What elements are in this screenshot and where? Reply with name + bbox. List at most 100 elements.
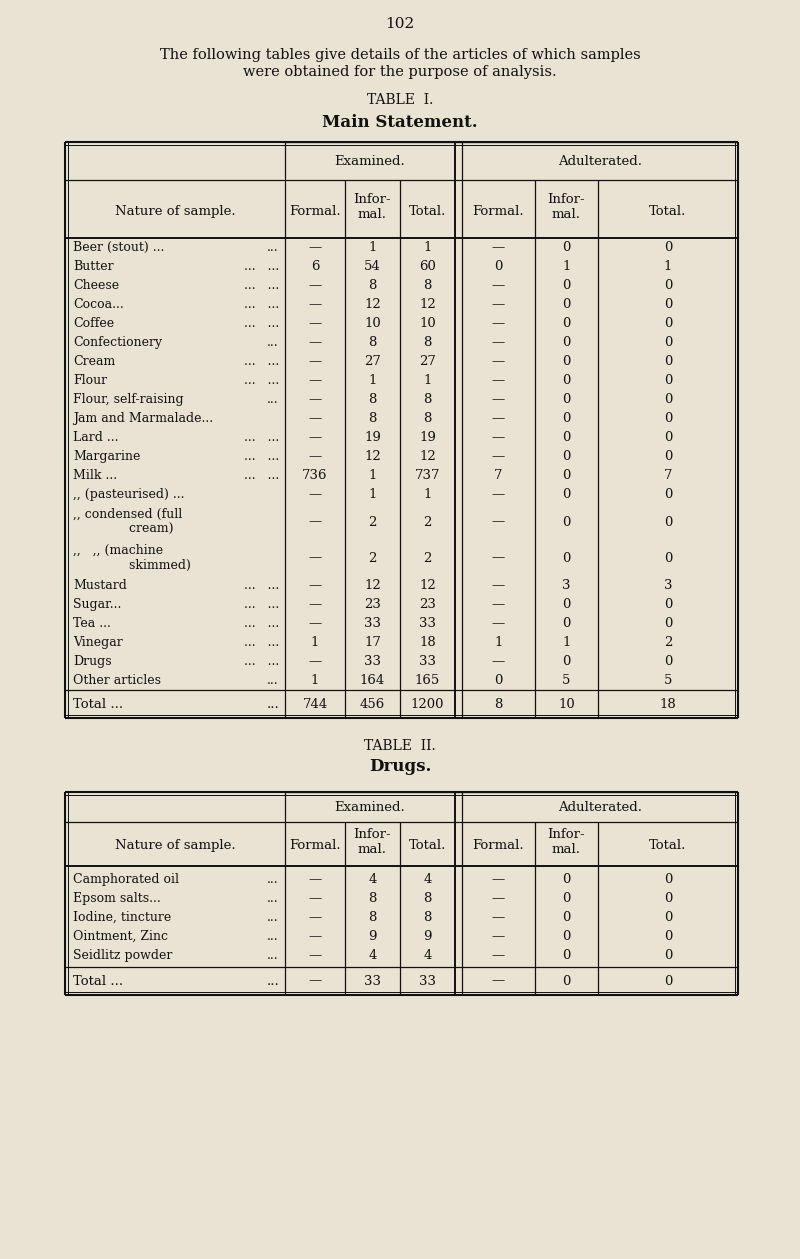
Text: Drugs.: Drugs. <box>369 758 431 774</box>
Text: 1: 1 <box>562 261 570 273</box>
Text: 0: 0 <box>664 872 672 886</box>
Text: ...: ... <box>266 974 279 987</box>
Text: 33: 33 <box>419 617 436 630</box>
Text: 0: 0 <box>664 617 672 630</box>
Text: 33: 33 <box>419 974 436 987</box>
Text: —: — <box>308 298 322 311</box>
Text: 0: 0 <box>664 336 672 349</box>
Text: ...: ... <box>267 336 279 349</box>
Text: Jam and Marmalade...: Jam and Marmalade... <box>73 412 213 426</box>
Text: —: — <box>492 317 505 330</box>
Text: —: — <box>492 872 505 886</box>
Text: 1: 1 <box>562 636 570 648</box>
Text: 0: 0 <box>664 655 672 669</box>
Text: 27: 27 <box>419 355 436 368</box>
Text: 33: 33 <box>419 655 436 669</box>
Text: 12: 12 <box>364 298 381 311</box>
Text: Seidlitz powder: Seidlitz powder <box>73 949 172 962</box>
Text: 736: 736 <box>302 470 328 482</box>
Text: —: — <box>308 374 322 387</box>
Text: 0: 0 <box>664 393 672 405</box>
Text: Infor-
mal.: Infor- mal. <box>354 827 391 856</box>
Text: 0: 0 <box>664 449 672 463</box>
Text: —: — <box>308 598 322 611</box>
Text: Epsom salts...: Epsom salts... <box>73 891 161 905</box>
Text: TABLE  I.: TABLE I. <box>367 93 433 107</box>
Text: 18: 18 <box>660 697 676 710</box>
Text: —: — <box>308 617 322 630</box>
Text: 5: 5 <box>562 674 570 687</box>
Text: Beer (stout) ...: Beer (stout) ... <box>73 240 164 254</box>
Text: 8: 8 <box>423 336 432 349</box>
Text: Milk ...: Milk ... <box>73 470 117 482</box>
Text: —: — <box>492 431 505 444</box>
Text: Vinegar: Vinegar <box>73 636 122 648</box>
Text: 6: 6 <box>310 261 319 273</box>
Text: 0: 0 <box>664 949 672 962</box>
Text: —: — <box>492 449 505 463</box>
Text: Nature of sample.: Nature of sample. <box>114 204 235 218</box>
Text: —: — <box>308 240 322 254</box>
Text: ...   ...: ... ... <box>244 317 279 330</box>
Text: 1: 1 <box>494 636 502 648</box>
Text: 0: 0 <box>562 240 570 254</box>
Text: ,,   ,, (machine
              skimmed): ,, ,, (machine skimmed) <box>73 544 191 572</box>
Text: 54: 54 <box>364 261 381 273</box>
Text: 0: 0 <box>562 449 570 463</box>
Text: 0: 0 <box>664 279 672 292</box>
Text: 0: 0 <box>562 930 570 943</box>
Text: ...   ...: ... ... <box>244 579 279 592</box>
Text: ...: ... <box>267 930 279 943</box>
Text: Flour, self-raising: Flour, self-raising <box>73 393 184 405</box>
Text: —: — <box>492 891 505 905</box>
Text: 12: 12 <box>364 449 381 463</box>
Text: —: — <box>308 872 322 886</box>
Text: ...: ... <box>267 674 279 687</box>
Text: 0: 0 <box>664 412 672 426</box>
Text: Infor-
mal.: Infor- mal. <box>548 193 586 222</box>
Text: 33: 33 <box>364 655 381 669</box>
Text: ...   ...: ... ... <box>244 655 279 669</box>
Text: Infor-
mal.: Infor- mal. <box>354 193 391 222</box>
Text: 0: 0 <box>562 470 570 482</box>
Text: 0: 0 <box>562 412 570 426</box>
Text: ...: ... <box>267 240 279 254</box>
Text: —: — <box>492 279 505 292</box>
Text: —: — <box>492 393 505 405</box>
Text: 33: 33 <box>364 974 381 987</box>
Text: 8: 8 <box>423 393 432 405</box>
Text: 0: 0 <box>562 298 570 311</box>
Text: Examined.: Examined. <box>334 155 406 167</box>
Text: —: — <box>492 515 505 529</box>
Text: —: — <box>492 598 505 611</box>
Text: Examined.: Examined. <box>334 801 406 813</box>
Text: Lard ...: Lard ... <box>73 431 118 444</box>
Text: —: — <box>308 488 322 501</box>
Text: 0: 0 <box>664 891 672 905</box>
Text: 17: 17 <box>364 636 381 648</box>
Text: ...   ...: ... ... <box>244 470 279 482</box>
Text: 1200: 1200 <box>410 697 444 710</box>
Text: —: — <box>308 655 322 669</box>
Text: 0: 0 <box>494 674 502 687</box>
Text: 2: 2 <box>423 551 432 564</box>
Text: 10: 10 <box>419 317 436 330</box>
Text: 18: 18 <box>419 636 436 648</box>
Text: Confectionery: Confectionery <box>73 336 162 349</box>
Text: 0: 0 <box>664 317 672 330</box>
Text: Mustard: Mustard <box>73 579 127 592</box>
Text: 60: 60 <box>419 261 436 273</box>
Text: —: — <box>492 930 505 943</box>
Text: 27: 27 <box>364 355 381 368</box>
Text: 0: 0 <box>562 336 570 349</box>
Text: —: — <box>308 930 322 943</box>
Text: ...   ...: ... ... <box>244 598 279 611</box>
Text: Adulterated.: Adulterated. <box>558 155 642 167</box>
Text: Formal.: Formal. <box>473 204 524 218</box>
Text: 0: 0 <box>664 488 672 501</box>
Text: —: — <box>308 449 322 463</box>
Text: 737: 737 <box>414 470 440 482</box>
Text: 1: 1 <box>368 240 377 254</box>
Text: 2: 2 <box>664 636 672 648</box>
Text: 3: 3 <box>562 579 570 592</box>
